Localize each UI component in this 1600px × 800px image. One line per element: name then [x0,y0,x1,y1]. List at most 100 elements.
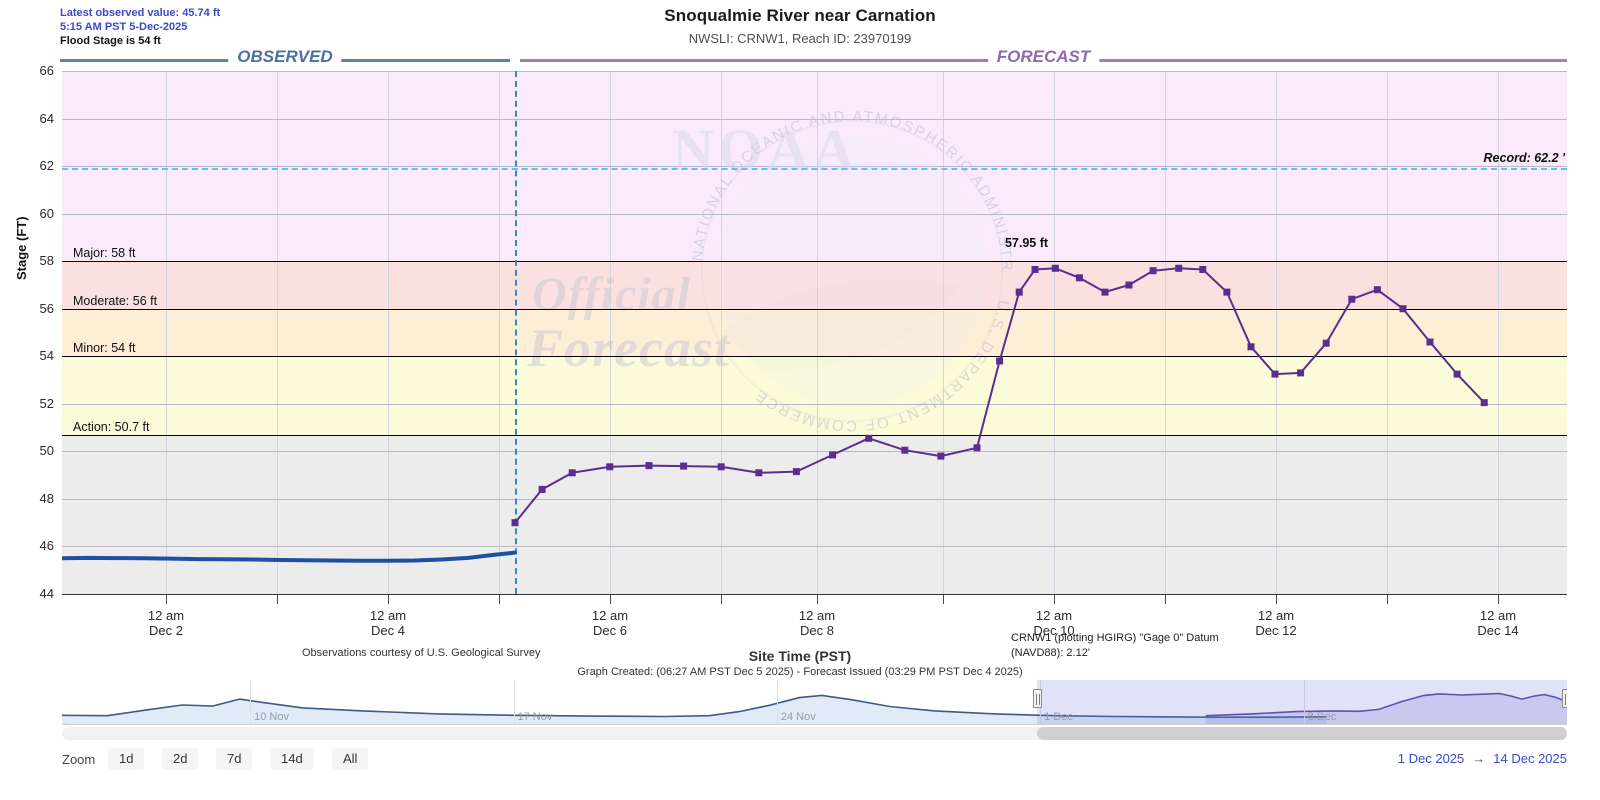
forecast-point-marker[interactable] [1051,264,1059,272]
x-tick-time: 12 am [591,608,629,623]
y-gridline [62,451,1567,452]
series-line-forecast [514,267,1486,524]
navigator[interactable]: 10 Nov 17 Nov 24 Nov 1 Dec 8 Dec [62,680,1567,725]
forecast-point-marker[interactable] [792,468,800,476]
forecast-point-marker[interactable] [1247,343,1255,351]
forecast-point-marker[interactable] [1373,286,1381,294]
navigator-gridline [250,680,251,724]
navigator-tick-label: 10 Nov [254,711,289,723]
x-gridline [610,71,611,594]
x-axis-tick-label: 12 am Dec 6 [555,608,665,638]
forecast-point-marker[interactable] [1175,264,1183,272]
y-gridline [62,214,1567,215]
forecast-banner: FORECAST [520,47,1567,67]
x-axis-tick-mark [610,595,611,604]
date-range-display[interactable]: 1 Dec 2025 → 14 Dec 2025 [1398,751,1567,766]
forecast-point-marker[interactable] [1480,399,1488,407]
forecast-point-marker[interactable] [1322,339,1330,347]
x-axis-title: Site Time (PST) [748,648,852,664]
forecast-point-marker[interactable] [1348,295,1356,303]
zoom-button-14d[interactable]: 14d [270,748,314,770]
x-gridline [817,71,818,594]
forecast-point-marker[interactable] [1075,274,1083,282]
x-tick-time: 12 am [369,608,407,623]
navigator-selection[interactable] [1037,680,1567,724]
forecast-point-marker[interactable] [680,462,688,470]
forecast-point-marker[interactable] [538,485,546,493]
forecast-point-marker[interactable] [1426,338,1434,346]
forecast-point-marker[interactable] [829,451,837,459]
page-title: Snoqualmie River near Carnation [664,6,936,25]
latest-observed-time: 5:15 AM PST 5-Dec-2025 [60,21,188,33]
navigator-scrollbar[interactable] [62,727,1567,740]
forecast-point-marker[interactable] [606,463,614,471]
forecast-point-marker[interactable] [1015,288,1023,296]
forecast-point-marker[interactable] [973,444,981,452]
threshold-label-major: Major: 58 ft [73,246,136,261]
forecast-point-marker[interactable] [568,469,576,477]
forecast-point-marker[interactable] [1031,266,1039,273]
x-tick-date: Dec 14 [1477,623,1519,638]
zoom-button-1d[interactable]: 1d [108,748,145,770]
zoom-button-all[interactable]: All [332,748,369,770]
zoom-button-2d[interactable]: 2d [162,748,199,770]
navigator-line [62,694,1327,719]
x-gridline [499,71,500,594]
range-end[interactable]: 14 Dec 2025 [1493,751,1567,766]
x-axis-line [62,594,1567,595]
forecast-point-marker[interactable] [511,519,519,527]
forecast-point-marker[interactable] [996,357,1004,365]
forecast-point-marker[interactable] [1223,288,1231,296]
chart-plot-area[interactable]: NOAA Official Forecast NATIONAL OCEANIC … [62,71,1567,594]
record-stage-line [62,168,1567,170]
forecast-point-marker[interactable] [645,462,653,470]
navigator-line [1205,692,1567,717]
x-gridline [277,71,278,594]
forecast-point-marker[interactable] [1199,266,1207,273]
x-axis-tick-mark [388,595,389,604]
x-tick-date: Dec 12 [1255,623,1297,638]
x-axis-tick-mark [1387,595,1388,604]
y-axis-tick-label: 62 [39,158,54,174]
forecast-point-marker[interactable] [1149,267,1157,275]
forecast-point-marker[interactable] [865,434,873,442]
x-axis-tick-mark [817,595,818,604]
usgs-credit-note: Observations courtesy of U.S. Geological… [302,647,541,659]
threshold-line-moderate [62,309,1567,310]
forecast-point-marker[interactable] [1101,288,1109,296]
navigator-handle-right[interactable] [1562,689,1567,708]
x-tick-date: Dec 8 [800,623,834,638]
navigator-scroll-thumb[interactable] [1037,727,1567,740]
forecast-point-marker[interactable] [1297,369,1305,377]
forecast-point-marker[interactable] [755,469,763,477]
forecast-point-marker[interactable] [1453,370,1461,378]
forecast-point-marker[interactable] [937,452,945,460]
y-gridline [62,546,1567,547]
x-tick-date: Dec 6 [593,623,627,638]
zoom-label: Zoom [62,752,96,767]
forecast-point-marker[interactable] [1399,305,1407,313]
navigator-handle-left[interactable] [1033,689,1043,708]
forecast-point-marker[interactable] [901,446,909,454]
threshold-line-action [62,435,1567,436]
threshold-label-moderate: Moderate: 56 ft [73,293,158,308]
zoom-button-7d[interactable]: 7d [216,748,253,770]
x-gridline [1498,71,1499,594]
x-gridline [1387,71,1388,594]
x-tick-date: Dec 4 [371,623,405,638]
y-axis-tick-label: 48 [39,490,54,506]
x-gridline [943,71,944,594]
range-start[interactable]: 1 Dec 2025 [1397,751,1465,766]
x-tick-date: Dec 10 [1033,623,1075,638]
series-line-observed [62,550,517,563]
x-tick-time: 12 am [147,608,185,623]
current-time-line [515,71,517,594]
forecast-point-marker[interactable] [717,463,725,471]
forecast-point-marker[interactable] [1271,370,1279,378]
x-axis-tick-label: 12 am Dec 4 [333,608,443,638]
y-axis-tick-label: 46 [39,538,54,554]
forecast-point-marker[interactable] [1125,281,1133,289]
x-axis-tick-label: 12 am Dec 14 [1443,608,1553,638]
y-axis-tick-label: 44 [39,586,54,601]
x-axis-tick-label: 12 am Dec 2 [111,608,221,638]
